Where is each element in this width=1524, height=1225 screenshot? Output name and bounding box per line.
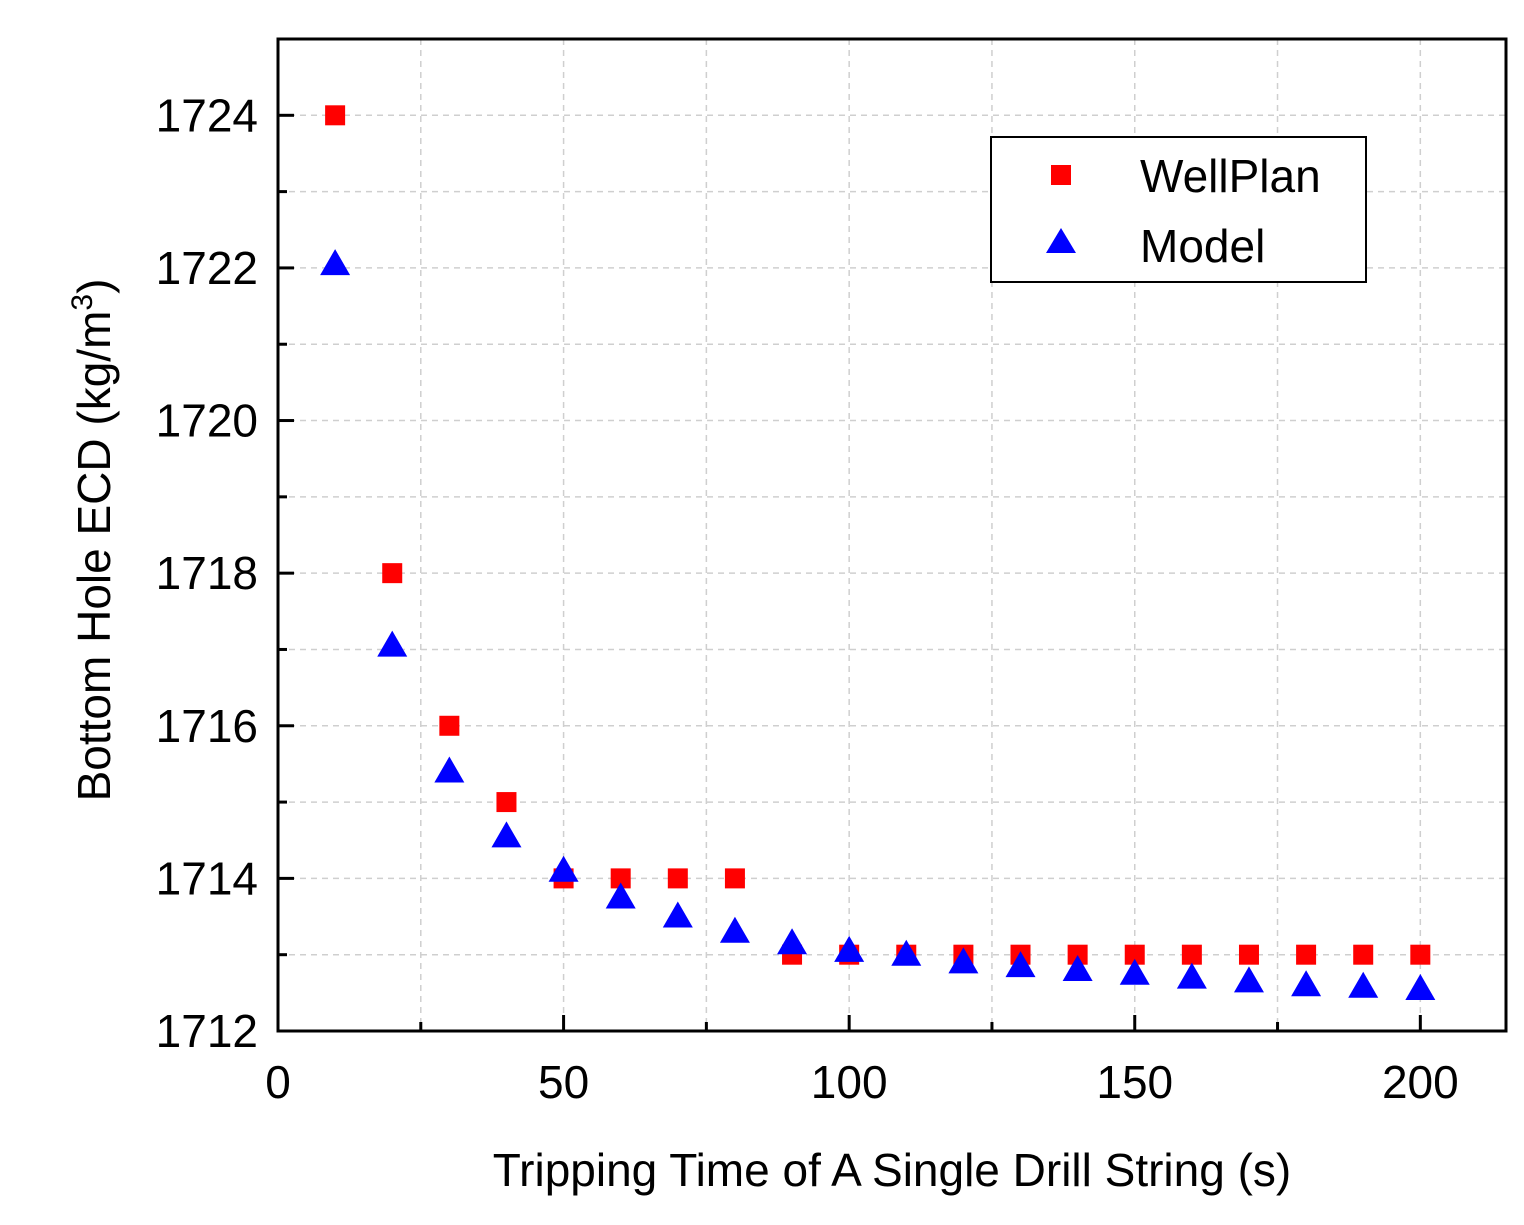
y-axis-title: Bottom Hole ECD (kg/m3) [66, 279, 120, 802]
data-point-wellplan [325, 105, 346, 126]
data-point-model [719, 916, 750, 943]
x-tick-label: 100 [811, 1056, 888, 1108]
data-point-wellplan [1181, 944, 1202, 965]
y-tick-label: 1724 [156, 89, 258, 141]
x-tick-label: 0 [265, 1056, 291, 1108]
y-tick-label: 1720 [156, 395, 258, 447]
data-point-wellplan [1296, 944, 1317, 965]
y-tick-label: 1722 [156, 242, 258, 294]
data-point-wellplan [1353, 944, 1374, 965]
data-point-model [320, 249, 351, 276]
x-tick-label: 50 [538, 1056, 589, 1108]
legend-marker-model [1046, 228, 1076, 253]
legend-box [990, 136, 1367, 283]
x-tick-label: 150 [1096, 1056, 1173, 1108]
legend-label-model: Model [1140, 220, 1265, 272]
marker-layer [320, 105, 1436, 1001]
x-tick-label: 200 [1382, 1056, 1459, 1108]
data-point-wellplan [382, 563, 403, 584]
data-point-model [891, 939, 922, 966]
data-point-model [1005, 951, 1036, 978]
y-tick-label: 1716 [156, 700, 258, 752]
data-point-model [1233, 966, 1264, 993]
data-point-wellplan [1410, 944, 1431, 965]
data-point-model [605, 882, 636, 909]
data-point-wellplan [496, 792, 517, 813]
data-point-wellplan [724, 868, 745, 889]
data-point-model [1405, 974, 1436, 1001]
data-point-wellplan [439, 715, 460, 736]
legend-label-wellplan: WellPlan [1140, 150, 1321, 202]
y-axis-title-superscript: 3 [66, 294, 99, 311]
data-point-wellplan [1238, 944, 1259, 965]
data-point-model [491, 821, 522, 848]
legend: WellPlan Model [990, 136, 1367, 283]
y-axis-title-main: Bottom Hole ECD (kg/m [68, 311, 120, 802]
data-point-model [1348, 971, 1379, 998]
data-point-model [1291, 970, 1322, 997]
data-point-wellplan [610, 868, 631, 889]
data-point-model [548, 855, 579, 882]
data-point-model [1062, 954, 1093, 981]
data-point-model [434, 756, 465, 783]
data-point-model [948, 947, 979, 974]
plot-frame [276, 37, 1508, 1033]
data-point-wellplan [1067, 944, 1088, 965]
y-tick-label: 1718 [156, 547, 258, 599]
data-point-wellplan [667, 868, 688, 889]
data-point-model [777, 928, 808, 955]
legend-marker-wellplan [1051, 165, 1071, 185]
data-point-wellplan [1124, 944, 1145, 965]
y-axis-title-end: ) [68, 279, 120, 294]
data-point-model [1176, 962, 1207, 989]
data-point-model [1119, 958, 1150, 985]
y-tick-label: 1714 [156, 852, 258, 904]
x-axis-title: Tripping Time of A Single Drill String (… [493, 1144, 1291, 1196]
y-tick-label: 1712 [156, 1005, 258, 1057]
data-point-model [377, 630, 408, 657]
data-point-model [834, 935, 865, 962]
tick-label-layer: 0 50 100 150 200 1712 1714 1716 1718 1720 1722 1724 [156, 89, 1459, 1108]
data-point-model [662, 901, 693, 928]
